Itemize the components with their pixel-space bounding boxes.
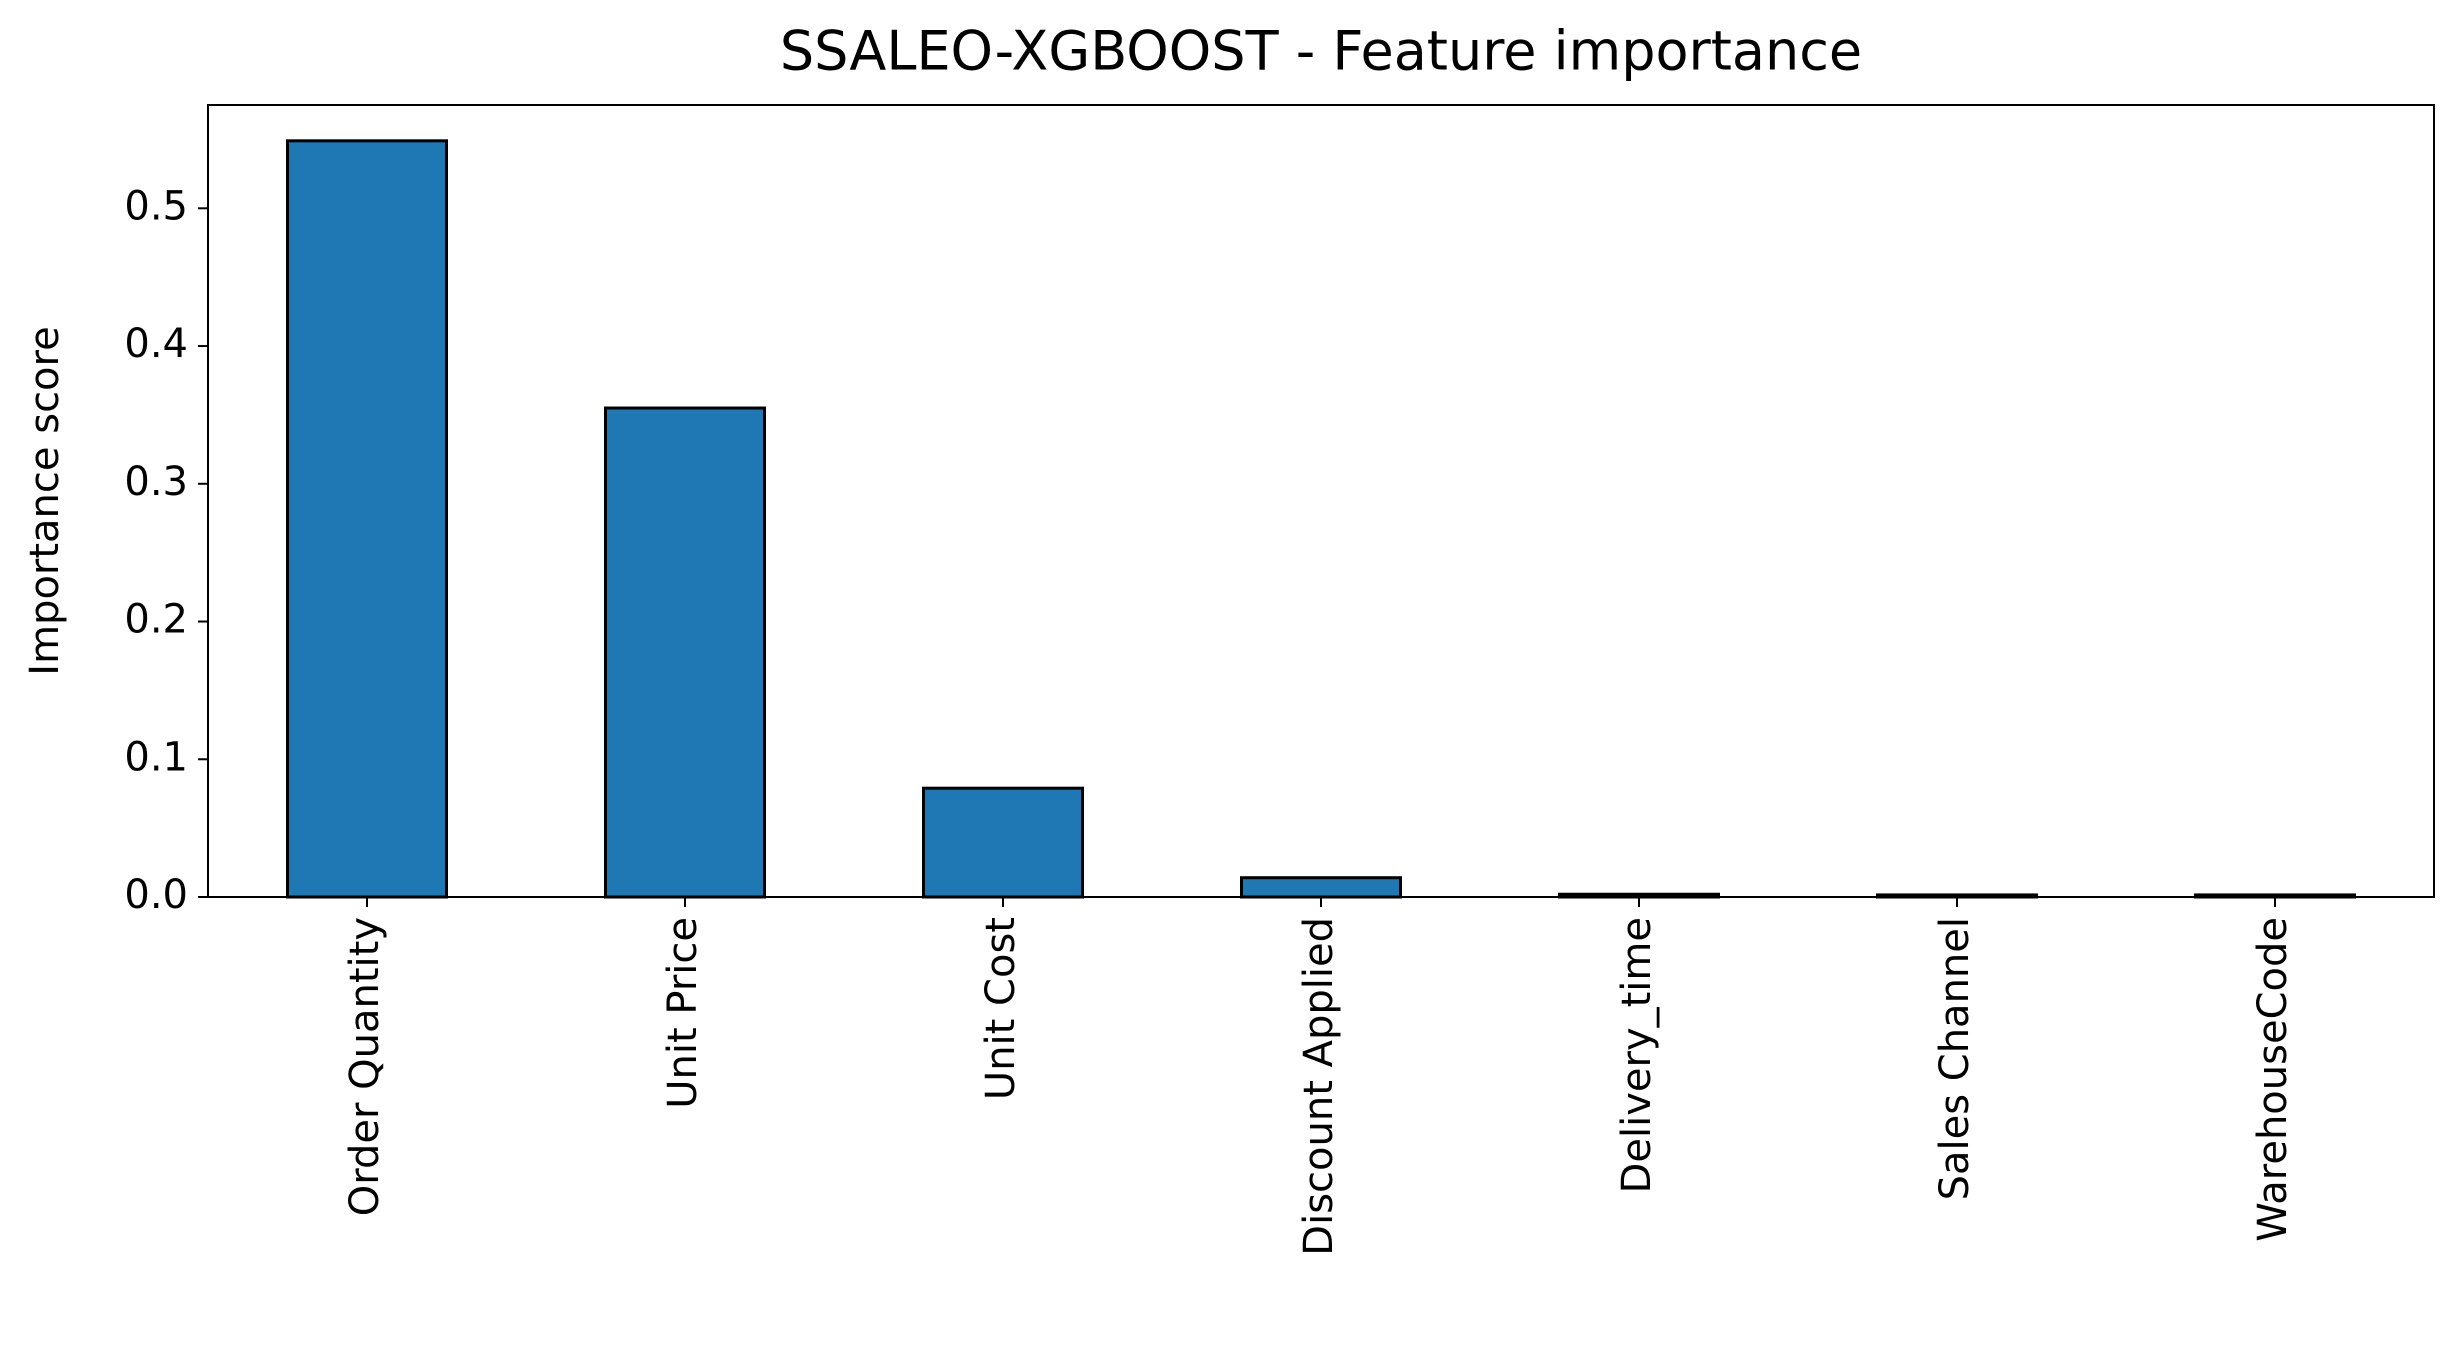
x-tick-label: Order Quantity [342, 917, 388, 1216]
bar [922, 786, 1084, 899]
y-tick-label: 0.3 [124, 459, 188, 505]
bar [286, 139, 448, 899]
bar [1240, 876, 1402, 899]
x-tick-label: Unit Price [660, 917, 706, 1109]
y-tick-label: 0.4 [124, 321, 188, 367]
y-tick-label: 0.0 [124, 872, 188, 918]
chart-title: SSALEO-XGBOOST - Feature importance [780, 20, 1862, 83]
x-tick-label: Discount Applied [1296, 917, 1342, 1256]
axes-frame [207, 104, 2435, 898]
y-axis-label: Importance score [22, 326, 68, 675]
x-tick-label: Delivery_time [1614, 917, 1660, 1193]
y-tick-label: 0.5 [124, 183, 188, 229]
y-tick-label: 0.1 [124, 734, 188, 780]
y-tick-label: 0.2 [124, 597, 188, 643]
x-tick-label: WarehouseCode [2250, 917, 2296, 1242]
x-tick-label: Sales Channel [1932, 917, 1978, 1200]
bar [604, 406, 766, 899]
x-tick-label: Unit Cost [978, 917, 1024, 1100]
